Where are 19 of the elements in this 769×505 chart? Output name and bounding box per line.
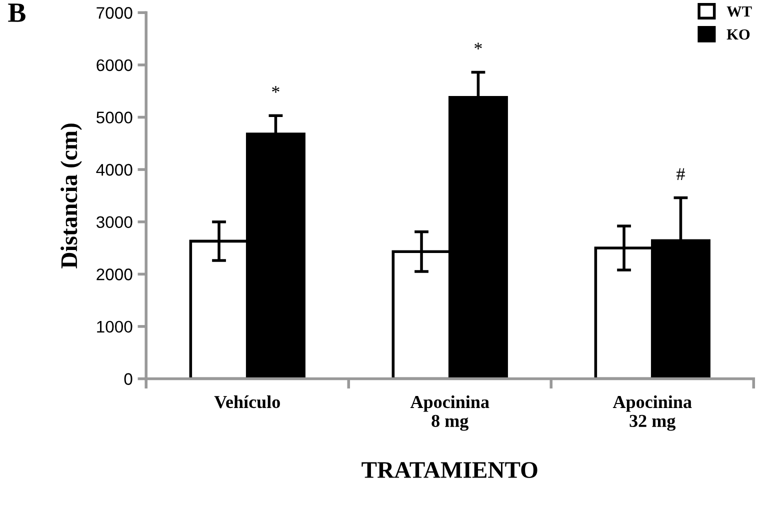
y-tick-label: 6000: [96, 59, 132, 72]
y-tick-label: 4000: [96, 164, 132, 176]
y-tick-label: 1000: [97, 320, 132, 333]
x-tick-label: Vehículo: [214, 395, 280, 408]
x-tick-label: Apocinina 32 mg: [612, 395, 692, 431]
annotation: *: [272, 86, 280, 93]
y-tick-label: 0: [124, 373, 132, 385]
x-axis-title: TRATAMIENTO: [362, 462, 538, 478]
y-tick-label: 7000: [96, 7, 132, 19]
y-tick-label: 3000: [96, 216, 132, 228]
annotation: #: [676, 168, 685, 180]
y-tick-label: 5000: [96, 112, 132, 124]
y-tick-label: 2000: [96, 268, 132, 280]
x-tick-label: Apocinina 8 mg: [410, 395, 490, 431]
text: B: [8, 4, 26, 22]
legend-label: WT: [726, 6, 752, 17]
legend-label: KO: [726, 29, 750, 40]
annotation: *: [474, 42, 482, 50]
y-axis-title: Distancia (cm): [60, 124, 82, 268]
